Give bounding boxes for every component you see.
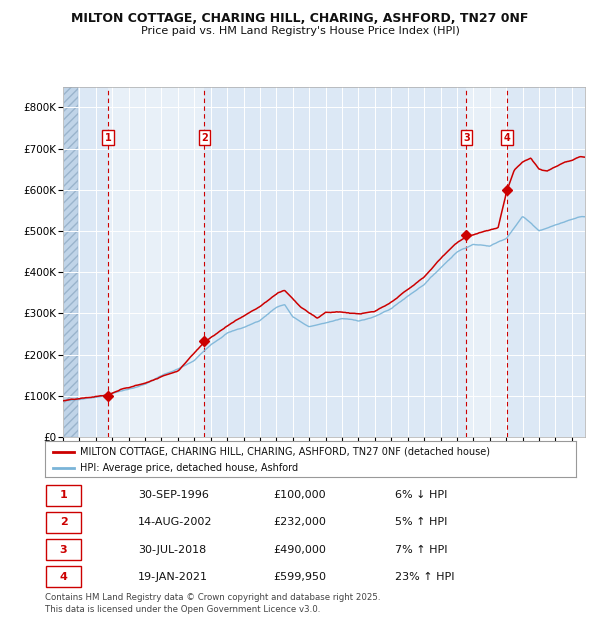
Bar bbox=[108, 87, 205, 437]
Text: 4: 4 bbox=[503, 133, 511, 143]
FancyBboxPatch shape bbox=[46, 539, 81, 560]
Text: £232,000: £232,000 bbox=[274, 518, 326, 528]
Bar bbox=[78, 87, 108, 437]
Text: 3: 3 bbox=[463, 133, 470, 143]
Text: MILTON COTTAGE, CHARING HILL, CHARING, ASHFORD, TN27 0NF: MILTON COTTAGE, CHARING HILL, CHARING, A… bbox=[71, 12, 529, 25]
Text: 1: 1 bbox=[60, 490, 67, 500]
FancyBboxPatch shape bbox=[46, 485, 81, 506]
FancyBboxPatch shape bbox=[46, 567, 81, 587]
Text: 30-SEP-1996: 30-SEP-1996 bbox=[138, 490, 209, 500]
Text: 30-JUL-2018: 30-JUL-2018 bbox=[138, 544, 206, 554]
Text: 1: 1 bbox=[105, 133, 112, 143]
Text: HPI: Average price, detached house, Ashford: HPI: Average price, detached house, Ashf… bbox=[80, 463, 298, 474]
Text: 7% ↑ HPI: 7% ↑ HPI bbox=[395, 544, 448, 554]
Text: 19-JAN-2021: 19-JAN-2021 bbox=[138, 572, 208, 582]
Text: Price paid vs. HM Land Registry's House Price Index (HPI): Price paid vs. HM Land Registry's House … bbox=[140, 26, 460, 36]
Text: MILTON COTTAGE, CHARING HILL, CHARING, ASHFORD, TN27 0NF (detached house): MILTON COTTAGE, CHARING HILL, CHARING, A… bbox=[80, 446, 490, 456]
Text: 2: 2 bbox=[201, 133, 208, 143]
Text: £100,000: £100,000 bbox=[274, 490, 326, 500]
Bar bbox=[205, 87, 466, 437]
Text: Contains HM Land Registry data © Crown copyright and database right 2025.
This d: Contains HM Land Registry data © Crown c… bbox=[45, 593, 380, 614]
FancyBboxPatch shape bbox=[46, 512, 81, 533]
Text: 14-AUG-2002: 14-AUG-2002 bbox=[138, 518, 212, 528]
Text: 6% ↓ HPI: 6% ↓ HPI bbox=[395, 490, 448, 500]
Text: 5% ↑ HPI: 5% ↑ HPI bbox=[395, 518, 448, 528]
Text: £490,000: £490,000 bbox=[274, 544, 326, 554]
Bar bbox=[466, 87, 507, 437]
Bar bbox=[507, 87, 585, 437]
Text: 23% ↑ HPI: 23% ↑ HPI bbox=[395, 572, 455, 582]
Text: 4: 4 bbox=[59, 572, 68, 582]
Text: 3: 3 bbox=[60, 544, 67, 554]
Text: 2: 2 bbox=[60, 518, 67, 528]
Text: £599,950: £599,950 bbox=[274, 572, 326, 582]
Bar bbox=[63, 87, 78, 437]
